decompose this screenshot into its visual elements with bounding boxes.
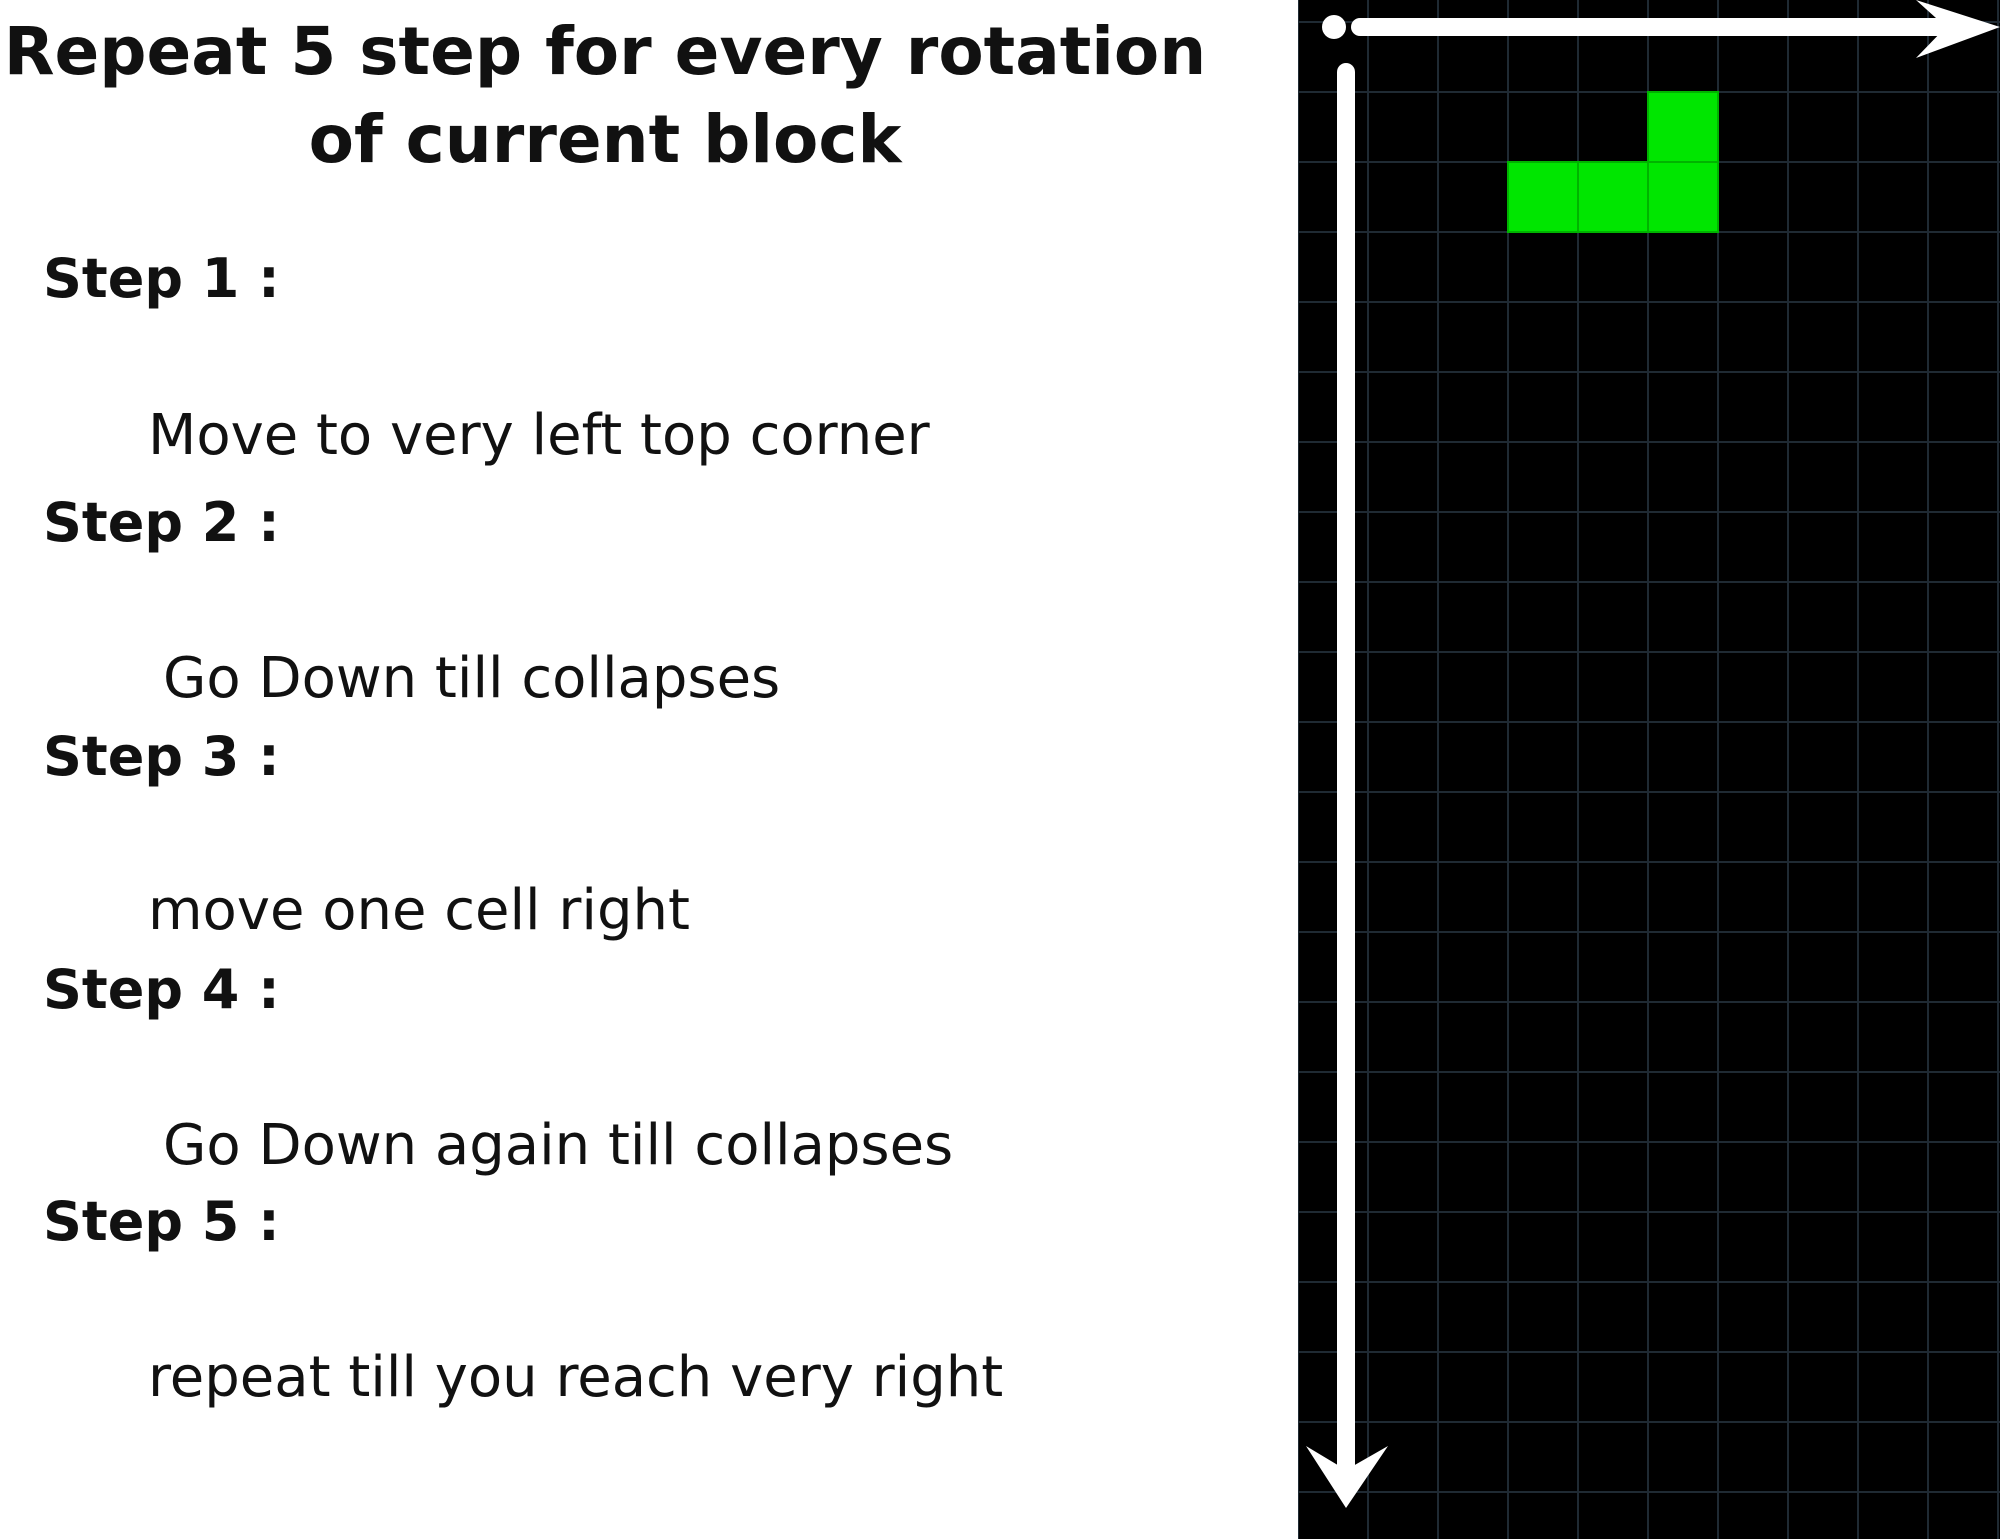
down-arrow-icon xyxy=(1306,1446,1388,1508)
block-cell xyxy=(1507,161,1579,233)
step-4-label: Step 4 : xyxy=(43,958,280,1021)
block-cell xyxy=(1577,161,1649,233)
block-cell xyxy=(1647,91,1719,163)
board-canvas xyxy=(1298,0,2000,1539)
step-5-text: repeat till you reach very right xyxy=(148,1345,1004,1410)
step-4-text: Go Down again till collapses xyxy=(163,1113,954,1178)
direction-arrows xyxy=(1306,0,2000,1508)
step-3-label: Step 3 : xyxy=(43,725,280,788)
step-2-label: Step 2 : xyxy=(43,491,280,554)
origin-dot xyxy=(1322,15,1346,39)
instructions-panel: Repeat 5 step for every rotation of curr… xyxy=(3,13,1207,1410)
right-arrow-icon xyxy=(1916,0,2000,58)
block-cell xyxy=(1647,161,1719,233)
tetromino-block xyxy=(1507,91,1719,233)
step-1-label: Step 1 : xyxy=(43,247,280,310)
tetris-board xyxy=(1298,0,2000,1539)
step-1-text: Move to very left top corner xyxy=(148,403,930,468)
step-3-text: move one cell right xyxy=(148,878,690,943)
page-title: Repeat 5 step for every rotation of curr… xyxy=(3,13,1207,178)
step-5-label: Step 5 : xyxy=(43,1190,280,1253)
step-2-text: Go Down till collapses xyxy=(163,646,781,711)
